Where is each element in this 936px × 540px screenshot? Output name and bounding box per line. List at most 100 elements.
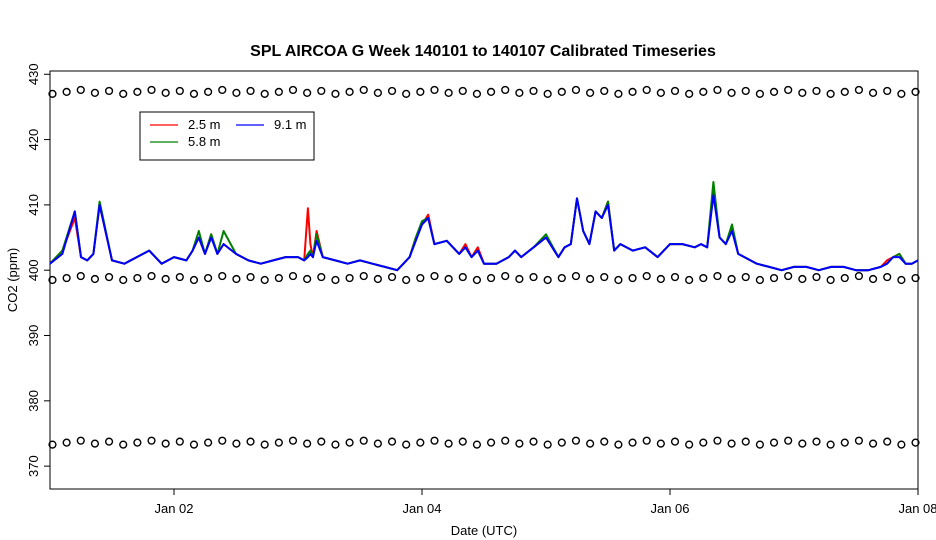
reference-marker [628,273,637,283]
reference-marker [656,88,665,97]
y-tick-label: 420 [26,129,41,151]
reference-marker [699,87,708,97]
reference-marker [119,275,128,285]
reference-marker [911,273,920,283]
reference-marker [416,87,425,97]
reference-marker [883,272,892,282]
y-axis: 370 380 390 400 410 420 430 [26,63,50,477]
reference-marker [755,89,764,98]
x-tick-label: Jan 06 [650,501,689,516]
reference-marker [812,437,821,446]
legend-box [139,111,315,161]
reference-marker [189,89,199,98]
y-tick-label: 430 [26,63,41,85]
reference-marker [699,438,708,447]
reference-marker [345,87,354,97]
reference-marker [727,88,736,97]
reference-marker [897,275,906,285]
legend-label: 2.5 m [188,117,221,132]
reference-marker [161,274,170,284]
reference-marker [897,440,906,449]
reference-marker [769,87,779,97]
reference-marker [854,85,864,95]
reference-marker [218,85,227,95]
reference-marker [741,272,750,282]
reference-marker [288,436,298,445]
reference-marker [713,271,722,281]
reference-marker [373,274,382,284]
reference-marker [911,438,920,447]
reference-marker [854,271,864,281]
reference-marker [571,85,581,95]
reference-marker [571,271,581,281]
y-axis-label: CO2 (ppm) [5,248,20,312]
reference-marker [317,86,326,96]
reference-marker [501,436,510,445]
reference-marker [359,271,368,281]
legend: 2.5 m 5.8 m 9.1 m [139,111,315,161]
reference-marker [486,273,496,283]
reference-marker [586,88,595,97]
reference-marker [614,275,623,285]
reference-marker [232,88,241,97]
reference-marker [727,439,736,448]
chart-title: SPL AIRCOA G Week 140101 to 140107 Calib… [250,43,716,60]
reference-marker [614,440,623,449]
reference-marker [713,436,722,445]
reference-markers [48,85,920,449]
reference-marker [685,440,694,449]
reference-marker [642,271,651,281]
reference-marker [303,274,312,284]
reference-marker [628,438,637,447]
reference-marker [486,87,496,97]
reference-marker [430,271,439,281]
reference-marker [232,439,241,448]
reference-marker [642,85,651,95]
reference-marker [472,275,482,285]
reference-marker [798,274,807,284]
reference-marker [628,87,637,97]
reference-marker [147,271,156,281]
reference-marker [769,273,779,283]
reference-marker [260,440,269,449]
reference-marker [402,275,411,285]
reference-marker [430,85,439,95]
reference-marker [798,439,807,448]
reference-marker [345,438,354,447]
reference-marker [416,438,425,447]
reference-marker [868,439,878,448]
x-tick-label: Jan 02 [154,501,193,516]
reference-marker [840,273,849,283]
reference-marker [501,85,510,95]
reference-marker [218,271,227,281]
y-tick-label: 380 [26,390,41,412]
reference-marker [784,436,793,445]
reference-marker [571,436,581,445]
reference-marker [161,88,170,97]
reference-marker [303,439,312,448]
reference-marker [444,439,453,448]
reference-marker [812,86,821,96]
reference-marker [741,437,750,446]
reference-marker [119,89,128,98]
y-tick-label: 390 [26,325,41,347]
reference-marker [76,85,85,95]
reference-marker [557,87,566,97]
reference-marker [76,271,85,281]
reference-marker [48,440,57,449]
reference-marker [798,88,807,97]
reference-marker [345,273,354,283]
reference-marker [274,87,283,97]
reference-marker [656,274,665,284]
reference-marker [90,439,100,448]
reference-marker [189,440,199,449]
reference-marker [76,436,85,445]
reference-marker [373,88,382,97]
reference-marker [529,272,538,282]
reference-marker [543,275,552,285]
reference-marker [204,87,213,97]
reference-marker [175,437,184,446]
reference-marker [670,437,680,446]
x-tick-label: Jan 04 [402,501,441,516]
reference-marker [670,86,680,96]
